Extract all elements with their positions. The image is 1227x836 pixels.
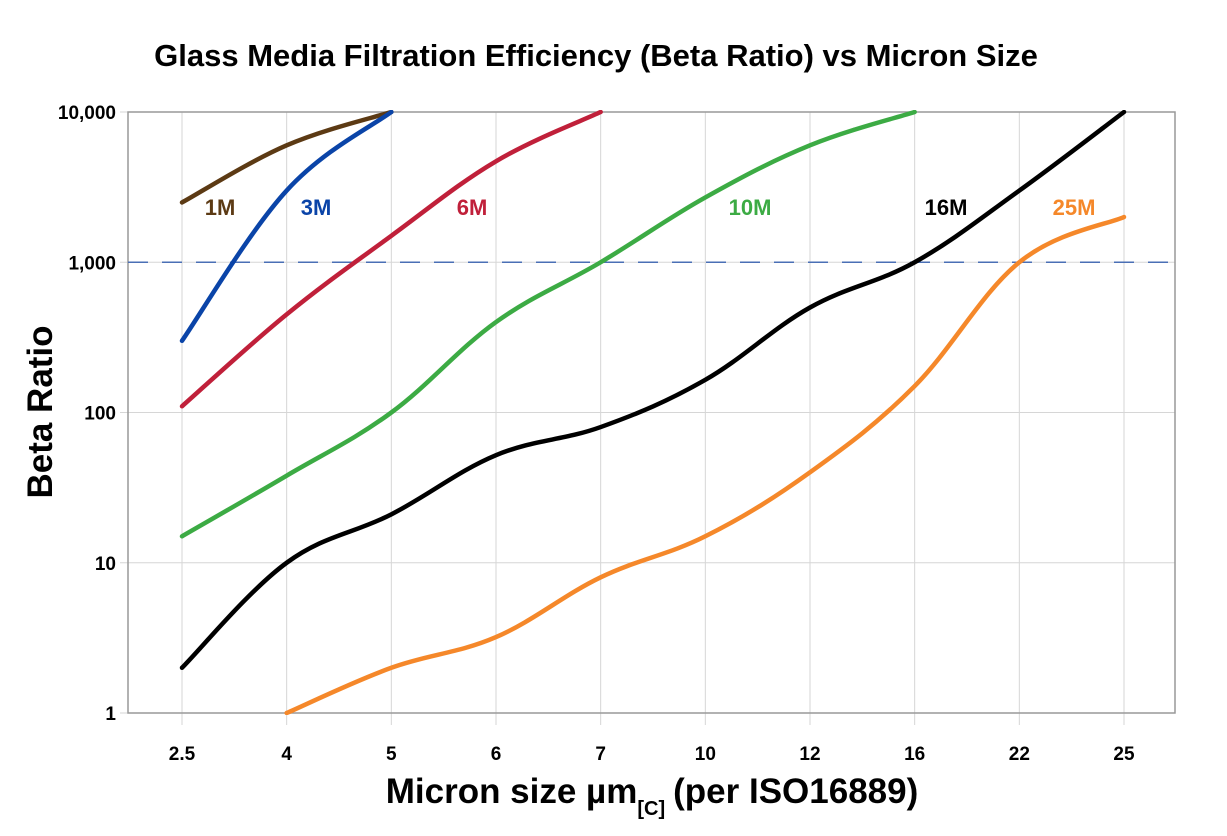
y-tick-label: 100 <box>84 404 116 425</box>
series-label-3M: 3M <box>301 195 332 220</box>
series-line-6M <box>179 110 603 409</box>
x-axis-label-suffix: (per ISO16889) <box>673 772 918 811</box>
x-axis-label-subscript: [C] <box>637 798 665 820</box>
series-label-16M: 16M <box>925 195 968 220</box>
x-tick-label: 16 <box>904 744 925 765</box>
x-axis-label-main: Micron size µm <box>386 772 638 811</box>
chart-title: Glass Media Filtration Efficiency (Beta … <box>154 38 1038 73</box>
y-tick-label: 10 <box>95 554 116 575</box>
series-line-10M <box>179 110 917 539</box>
series-label-25M: 25M <box>1053 195 1096 220</box>
x-tick-label: 10 <box>695 744 716 765</box>
series-line-25M <box>284 214 1127 715</box>
y-tick-label: 1 <box>105 704 116 725</box>
y-tick-label: 10,000 <box>58 103 116 124</box>
series-line-16M <box>179 110 1127 671</box>
series-labels: 1M 3M 6M 10M 16M 25M <box>205 195 1096 220</box>
x-tick-label: 22 <box>1009 744 1030 765</box>
series-label-1M: 1M <box>205 195 236 220</box>
x-tick-label: 7 <box>595 744 606 765</box>
series-lines <box>179 110 1127 715</box>
x-tick-label: 12 <box>799 744 820 765</box>
series-line-3M <box>179 110 394 344</box>
x-axis-label: Micron size µm[C] (per ISO16889) <box>386 772 919 820</box>
y-tick-label: 1,000 <box>68 253 116 274</box>
x-axis-ticks: 2.5 4 5 6 7 10 12 16 22 25 <box>169 744 1135 765</box>
series-label-6M: 6M <box>457 195 488 220</box>
series-label-10M: 10M <box>729 195 772 220</box>
x-tick-label: 4 <box>281 744 292 765</box>
grid <box>120 111 1176 725</box>
x-tick-label: 5 <box>386 744 397 765</box>
series-line-1M <box>179 110 394 205</box>
y-axis-ticks: 1 10 100 1,000 10,000 <box>58 103 117 725</box>
y-axis-label: Beta Ratio <box>21 325 60 498</box>
x-tick-label: 2.5 <box>169 744 196 765</box>
x-tick-label: 25 <box>1113 744 1135 765</box>
plot-frame <box>127 111 1176 714</box>
x-tick-label: 6 <box>491 744 502 765</box>
